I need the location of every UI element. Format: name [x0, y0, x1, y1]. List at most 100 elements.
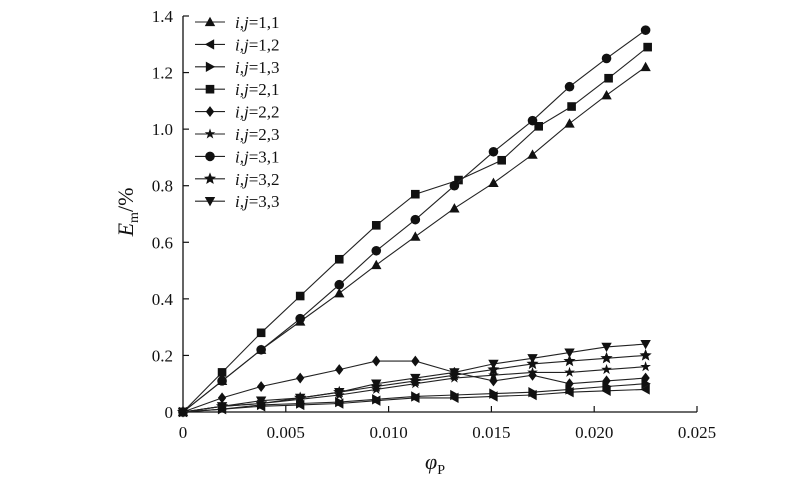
data-point [335, 396, 345, 408]
data-point [640, 25, 651, 35]
data-point [564, 118, 575, 128]
legend-item: i,j=1,2 [195, 35, 280, 54]
data-point [489, 375, 498, 387]
data-point [604, 73, 613, 83]
data-point [564, 348, 575, 358]
legend-item: i,j=3,3 [195, 192, 280, 211]
data-point [601, 342, 612, 353]
data-point [216, 402, 228, 412]
legend-label: i,j=2,1 [235, 80, 280, 99]
y-tick-label: 0.2 [152, 346, 173, 365]
data-point [602, 375, 611, 387]
legend-item: i,j=2,3 [195, 125, 280, 144]
legend-marker [205, 61, 216, 72]
data-point [567, 102, 576, 111]
x-axis-label-symbol: φ [425, 449, 437, 474]
data-point [639, 349, 652, 361]
data-point [371, 245, 382, 256]
data-point [217, 376, 227, 386]
legend-label: i,j=1,2 [235, 35, 280, 54]
legend-label: i,j=2,2 [235, 103, 280, 122]
data-point [527, 149, 538, 159]
legend-marker [205, 106, 215, 118]
y-tick-label: 0 [165, 403, 174, 422]
x-tick-label: 0 [179, 423, 188, 442]
data-point [454, 175, 463, 185]
legend: i,j=1,1 i,j=1,2 i,j=1,3 i,j=2,1 i,j=2,2 i,j=2… [195, 13, 280, 211]
y-tick-label: 1.0 [152, 120, 173, 139]
x-tick-label: 0.010 [369, 423, 407, 442]
legend-item: i,j=1,3 [195, 58, 280, 77]
data-point [371, 379, 382, 389]
data-point [450, 389, 460, 401]
data-point [488, 359, 499, 370]
data-point [449, 180, 460, 191]
x-axis-label: φP [425, 449, 445, 478]
data-point [601, 90, 612, 100]
data-point [641, 372, 650, 384]
data-point [564, 81, 575, 92]
data-point [294, 393, 306, 404]
data-point [640, 361, 651, 372]
data-point [334, 388, 345, 398]
x-axis-label-subscript: P [437, 463, 445, 478]
legend-item: i,j=1,1 [195, 13, 280, 32]
legend-label: i,j=3,3 [235, 192, 280, 211]
series-layer [176, 25, 652, 418]
data-point [255, 396, 267, 406]
legend-marker [204, 16, 216, 27]
data-point [334, 279, 345, 290]
data-point [488, 369, 499, 380]
legend-label: i,j=1,3 [235, 58, 280, 77]
data-point [527, 354, 538, 364]
data-point [295, 313, 305, 324]
data-point [256, 344, 266, 355]
data-point [411, 189, 420, 199]
data-point [449, 368, 460, 378]
data-point [640, 384, 650, 395]
data-point [217, 368, 227, 377]
data-point [497, 155, 506, 165]
data-point [563, 354, 576, 367]
data-point [411, 355, 420, 367]
data-point [601, 53, 612, 64]
y-axis-label-unit: /% [113, 188, 138, 212]
y-tick-label: 1.4 [152, 7, 174, 26]
data-point [640, 61, 651, 72]
series-7 [178, 25, 651, 417]
data-point [256, 328, 266, 338]
legend-marker [205, 151, 215, 162]
data-point [371, 259, 382, 270]
data-point [449, 203, 460, 213]
data-point [488, 146, 499, 157]
data-point [489, 388, 499, 399]
y-axis-label-subscript: m [127, 212, 142, 223]
data-point [295, 291, 305, 301]
legend-marker [204, 197, 216, 207]
data-point [372, 355, 381, 367]
series-4 [178, 42, 652, 417]
data-point [410, 214, 421, 225]
data-point [334, 288, 345, 298]
data-point [372, 394, 382, 405]
data-point [296, 372, 305, 384]
y-tick-label: 0.6 [152, 233, 173, 252]
x-tick-label: 0.015 [472, 423, 510, 442]
data-point [410, 231, 421, 241]
legend-item: i,j=3,2 [195, 170, 280, 189]
data-point [643, 42, 652, 52]
data-point [534, 122, 543, 131]
y-tick-label: 0.4 [152, 290, 174, 309]
y-tick-label: 0.8 [152, 177, 173, 196]
data-point [411, 391, 421, 402]
legend-label: i,j=1,1 [235, 13, 280, 32]
data-point [601, 363, 612, 375]
x-tick-label: 0.005 [267, 423, 305, 442]
y-axis-label-symbol: E [113, 222, 138, 237]
data-point [488, 177, 499, 188]
data-point [640, 339, 651, 350]
data-point [564, 366, 575, 377]
legend-item: i,j=3,1 [195, 147, 280, 166]
series-line [182, 388, 646, 413]
